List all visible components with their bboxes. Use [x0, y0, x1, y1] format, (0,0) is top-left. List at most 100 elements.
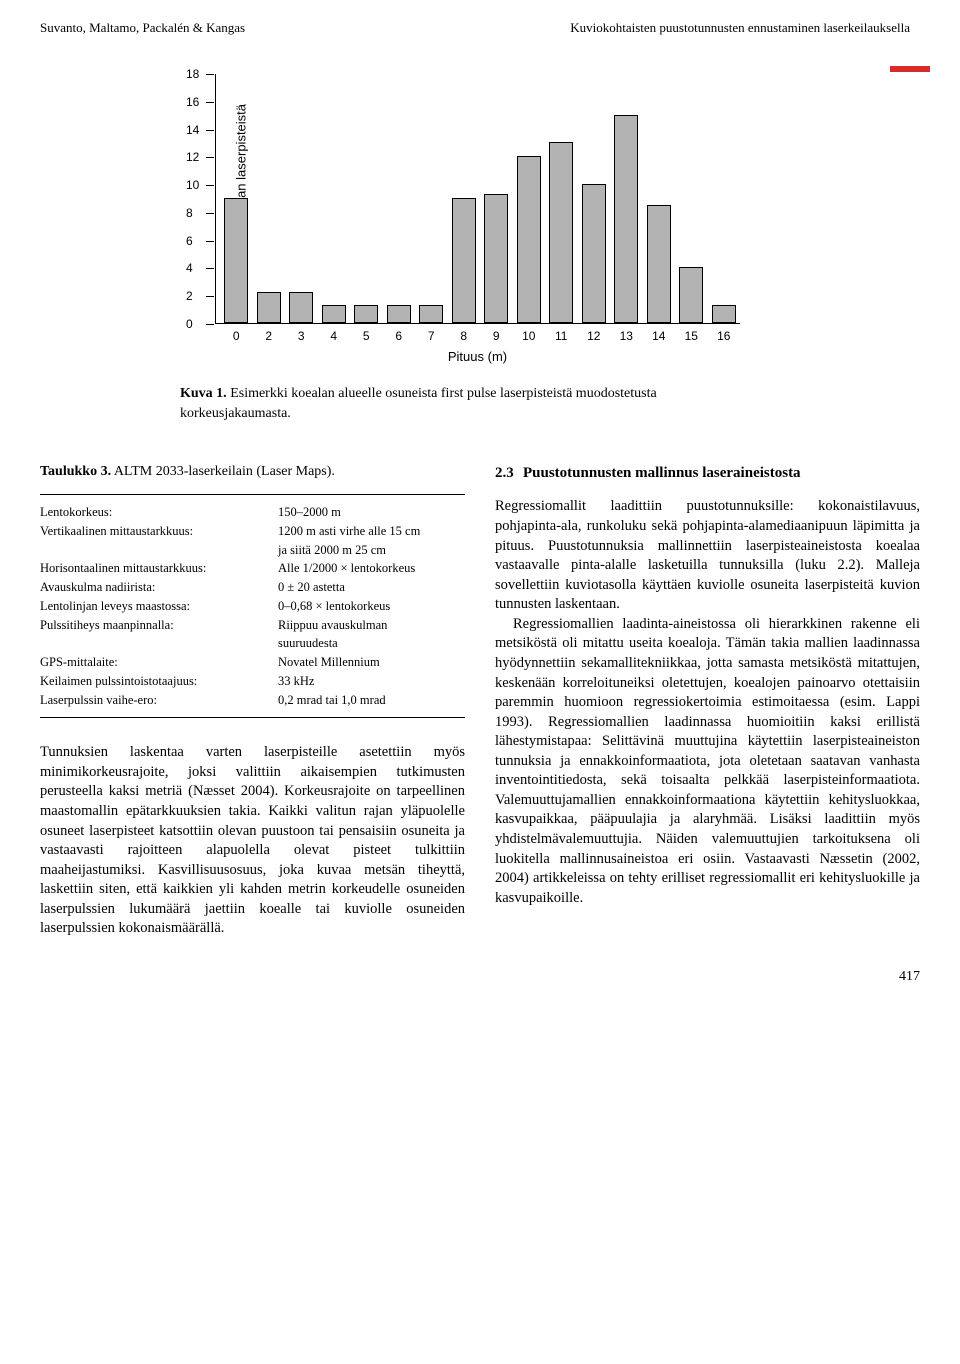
chart-bar: [387, 305, 411, 323]
xtick-label: 2: [265, 329, 272, 343]
table-value: 0–0,68 × lentokorkeus: [278, 597, 465, 616]
header-accent-bar: [890, 66, 930, 72]
ytick-label: 0: [186, 317, 193, 331]
table-key: Avauskulma nadiirista:: [40, 578, 278, 597]
table-value: Riippuu avauskulman: [278, 616, 465, 635]
table-row: ja siitä 2000 m 25 cm: [40, 541, 465, 560]
ytick-label: 4: [186, 261, 193, 275]
xtick-label: 13: [620, 329, 633, 343]
xtick-label: 9: [493, 329, 500, 343]
section-heading: 2.3 Puustotunnusten mallinnus laserainei…: [495, 463, 920, 483]
table-row: Laserpulssin vaihe-ero:0,2 mrad tai 1,0 …: [40, 691, 465, 710]
chart-bar: [614, 115, 638, 323]
table-value: 150–2000 m: [278, 503, 465, 522]
table-row: Lentolinjan leveys maastossa:0–0,68 × le…: [40, 597, 465, 616]
table-row: Pulssitiheys maanpinnalla:Riippuu avausk…: [40, 616, 465, 635]
table-value: ja siitä 2000 m 25 cm: [278, 541, 465, 560]
table-row: Vertikaalinen mittaustarkkuus:1200 m ast…: [40, 522, 465, 541]
xtick-label: 6: [395, 329, 402, 343]
table-value: 1200 m asti virhe alle 15 cm: [278, 522, 465, 541]
chart-bar: [322, 305, 346, 323]
chart-bar: [517, 156, 541, 323]
xtick-label: 16: [717, 329, 730, 343]
chart-bar: [549, 142, 573, 323]
xtick-label: 11: [555, 329, 567, 343]
chart-bar: [712, 305, 736, 323]
ytick-label: 18: [186, 67, 199, 81]
xtick-label: 0: [233, 329, 240, 343]
ytick-label: 14: [186, 123, 199, 137]
bar-chart: Osuus (%) koealan laserpisteistä 0246810…: [180, 74, 740, 364]
xtick-label: 7: [428, 329, 435, 343]
table-row: Lentokorkeus:150–2000 m: [40, 503, 465, 522]
header-title: Kuviokohtaisten puustotunnusten ennustam…: [570, 20, 920, 36]
ytick: [206, 130, 214, 131]
page-number: 417: [40, 969, 920, 985]
right-column: 2.3 Puustotunnusten mallinnus laserainei…: [495, 463, 920, 939]
chart-bar: [484, 194, 508, 323]
xtick-label: 5: [363, 329, 370, 343]
section-number: 2.3: [495, 463, 523, 483]
table-key: GPS-mittalaite:: [40, 653, 278, 672]
table-key: Lentolinjan leveys maastossa:: [40, 597, 278, 616]
chart-bar: [354, 305, 378, 323]
right-body-text: Regressiomallit laadittiin puustotunnuks…: [495, 497, 920, 908]
table-row: GPS-mittalaite:Novatel Millennium: [40, 653, 465, 672]
spec-table: Lentokorkeus:150–2000 mVertikaalinen mit…: [40, 494, 465, 718]
ytick: [206, 102, 214, 103]
table-value: 0 ± 20 astetta: [278, 578, 465, 597]
left-body-text: Tunnuksien laskentaa varten laserpisteil…: [40, 743, 465, 939]
table-row: Keilaimen pulssintoistotaajuus:33 kHz: [40, 672, 465, 691]
chart-bar: [257, 292, 281, 323]
ytick: [206, 213, 214, 214]
table-value: suuruudesta: [278, 634, 465, 653]
ytick: [206, 241, 214, 242]
xtick-label: 4: [330, 329, 337, 343]
table-value: 0,2 mrad tai 1,0 mrad: [278, 691, 465, 710]
ytick-label: 12: [186, 150, 199, 164]
table-row: suuruudesta: [40, 634, 465, 653]
ytick-label: 6: [186, 234, 193, 248]
figure-caption: Kuva 1. Esimerkki koealan alueelle osune…: [180, 384, 740, 423]
header-authors: Suvanto, Maltamo, Packalén & Kangas: [40, 20, 245, 36]
table-row: Avauskulma nadiirista:0 ± 20 astetta: [40, 578, 465, 597]
xtick-label: 12: [587, 329, 600, 343]
chart-x-axis-label: Pituus (m): [215, 349, 740, 364]
ytick-label: 8: [186, 206, 193, 220]
chart-bar: [582, 184, 606, 323]
xtick-label: 10: [522, 329, 535, 343]
table-value: Novatel Millennium: [278, 653, 465, 672]
ytick: [206, 268, 214, 269]
two-column-layout: Taulukko 3. ALTM 2033-laserkeilain (Lase…: [40, 463, 920, 939]
xtick-label: 3: [298, 329, 305, 343]
table-key: Horisontaalinen mittaustarkkuus:: [40, 559, 278, 578]
table-key: Keilaimen pulssintoistotaajuus:: [40, 672, 278, 691]
table-key: [40, 541, 278, 560]
table-key: Laserpulssin vaihe-ero:: [40, 691, 278, 710]
chart-bar: [452, 198, 476, 323]
xtick-label: 14: [652, 329, 665, 343]
ytick: [206, 185, 214, 186]
caption-text: Esimerkki koealan alueelle osuneista fir…: [180, 386, 657, 421]
table-row: Horisontaalinen mittaustarkkuus:Alle 1/2…: [40, 559, 465, 578]
table-key: [40, 634, 278, 653]
xtick-label: 8: [460, 329, 467, 343]
page-header: Suvanto, Maltamo, Packalén & Kangas Kuvi…: [40, 20, 920, 44]
chart-bar: [647, 205, 671, 323]
left-column: Taulukko 3. ALTM 2033-laserkeilain (Lase…: [40, 463, 465, 939]
chart-bar: [419, 305, 443, 323]
xtick-label: 15: [685, 329, 698, 343]
table-key: Pulssitiheys maanpinnalla:: [40, 616, 278, 635]
table-title: Taulukko 3. ALTM 2033-laserkeilain (Lase…: [40, 463, 465, 482]
caption-label: Kuva 1.: [180, 386, 227, 401]
ytick-label: 2: [186, 289, 193, 303]
ytick: [206, 296, 214, 297]
table-key: Lentokorkeus:: [40, 503, 278, 522]
ytick: [206, 74, 214, 75]
chart-bar: [289, 292, 313, 323]
ytick-label: 10: [186, 178, 199, 192]
ytick-label: 16: [186, 95, 199, 109]
chart-bar: [224, 198, 248, 323]
section-title-text: Puustotunnusten mallinnus laseraineistos…: [523, 463, 920, 483]
ytick: [206, 324, 214, 325]
